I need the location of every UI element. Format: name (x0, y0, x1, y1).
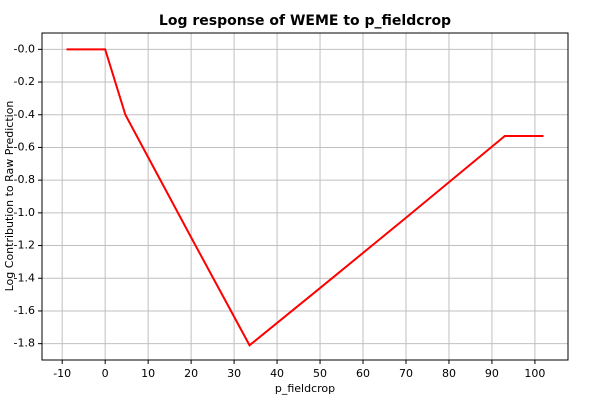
y-tick-label: -0.6 (14, 140, 35, 153)
line (66, 48, 544, 347)
x-tick-label: 20 (184, 367, 198, 380)
x-tick-label: 40 (270, 367, 284, 380)
y-tick-label: -1.0 (14, 206, 35, 219)
grid (42, 33, 568, 360)
y-tick-label: -1.4 (14, 271, 35, 284)
y-tick-label: -0.8 (14, 173, 35, 186)
x-tick-label: 90 (485, 367, 499, 380)
y-tick-label: -1.8 (14, 337, 35, 350)
x-tick-label: 80 (442, 367, 456, 380)
y-tick-label: -0.2 (14, 75, 35, 88)
x-tick-label: 70 (399, 367, 413, 380)
x-tick-label: 10 (141, 367, 155, 380)
x-tick-label: 0 (102, 367, 109, 380)
y-tick-label: -0.0 (14, 42, 35, 55)
x-tick-label: 30 (227, 367, 241, 380)
x-axis-label: p_fieldcrop (275, 382, 335, 395)
y-tick-label: -1.6 (14, 304, 35, 317)
x-tick-label: -10 (53, 367, 71, 380)
y-tick-label: -1.2 (14, 239, 35, 252)
x-tick-label: 100 (524, 367, 545, 380)
chart-title: Log response of WEME to p_fieldcrop (159, 13, 451, 29)
plot-frame (41, 32, 569, 361)
y-axis-label: Log Contribution to Raw Prediction (3, 101, 16, 292)
y-tick-label: -0.4 (14, 108, 35, 121)
x-tick-label: 60 (356, 367, 370, 380)
x-tick-label: 50 (313, 367, 327, 380)
